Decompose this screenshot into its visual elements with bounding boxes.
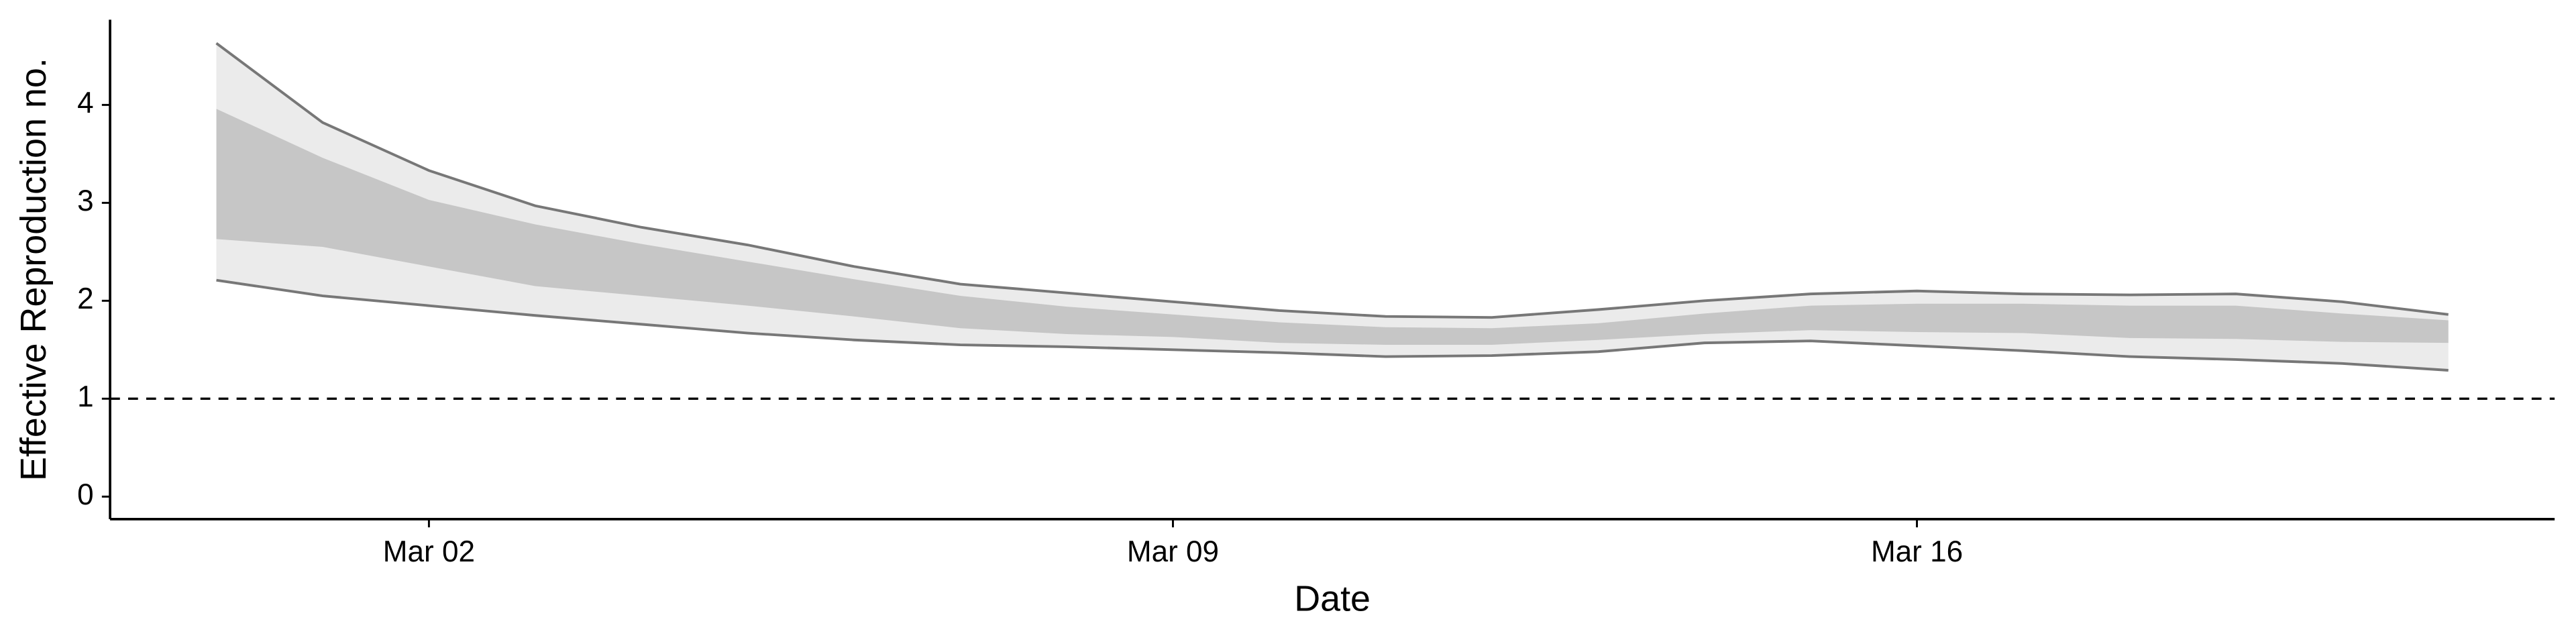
x-tick-label: Mar 09 xyxy=(1127,535,1219,568)
y-tick-label: 4 xyxy=(77,87,94,119)
y-tick-label: 2 xyxy=(77,282,94,315)
band xyxy=(216,109,2449,345)
band-edge xyxy=(215,42,2449,319)
band-edge xyxy=(216,278,2449,372)
x-tick-label: Mar 16 xyxy=(1871,535,1963,568)
x-axis-label: Date xyxy=(1294,579,1371,619)
y-tick-label: 3 xyxy=(77,184,94,217)
y-tick-label: 0 xyxy=(77,478,94,511)
y-axis-label: Effective Reproduction no. xyxy=(13,58,54,481)
x-tick-label: Mar 02 xyxy=(383,535,475,568)
y-tick-label: 1 xyxy=(77,380,94,413)
